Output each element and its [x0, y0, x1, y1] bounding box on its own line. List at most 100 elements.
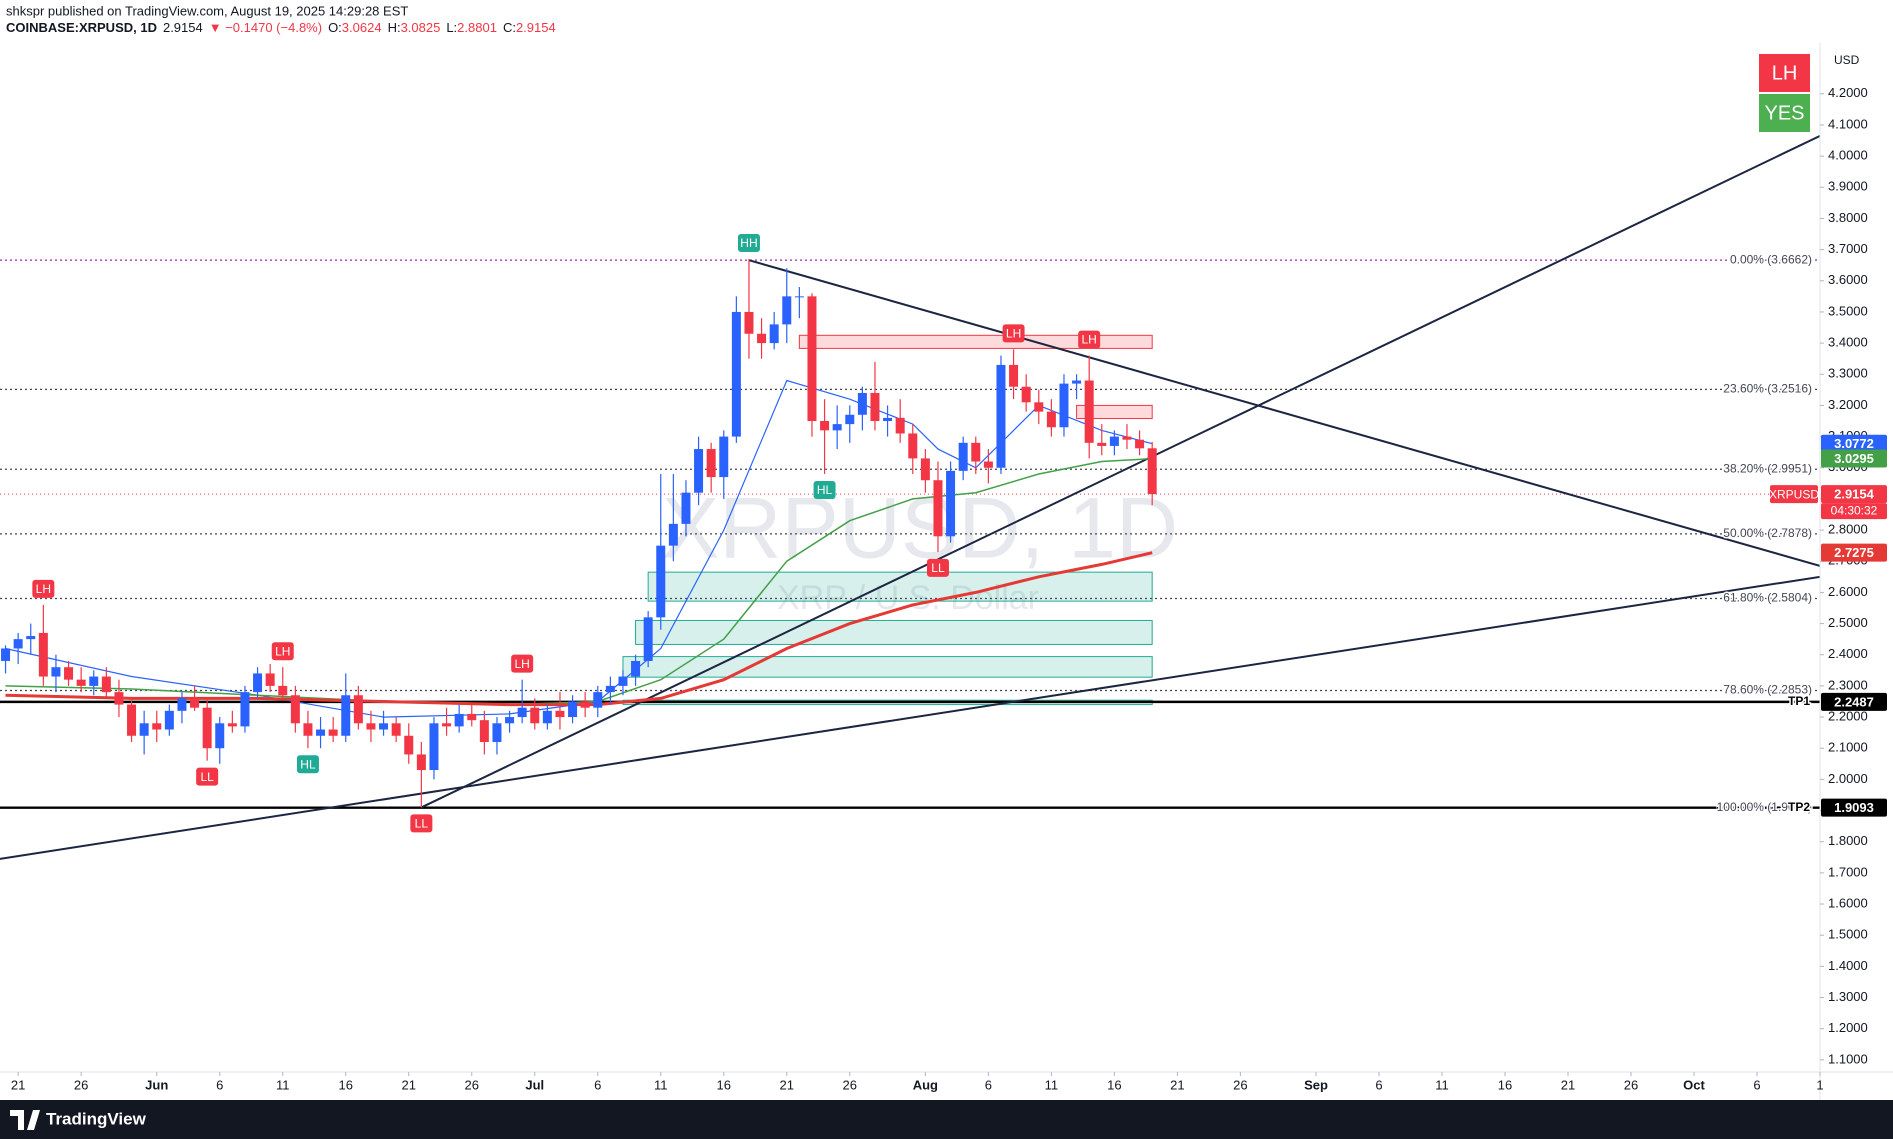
swing-marker [511, 654, 534, 673]
symbol-tag: XRPUSD [1769, 487, 1819, 501]
x-tick-label: 1 [1816, 1077, 1823, 1092]
y-tick-label: 2.1000 [1828, 740, 1868, 755]
trendline [0, 575, 1820, 860]
level-price-tag-bg [1821, 692, 1887, 711]
fib-label: 23.60% (3.2516) [1723, 382, 1812, 396]
y-tick-label: 2.6000 [1828, 584, 1868, 599]
trendline [420, 134, 1820, 809]
candle-body [681, 492, 691, 524]
x-tick-label: 26 [465, 1077, 479, 1092]
y-tick-label: 3.5000 [1828, 303, 1868, 318]
candle-body [303, 723, 313, 736]
ma-price-tag: 3.0772 [1834, 436, 1874, 451]
x-tick-label: 26 [843, 1077, 857, 1092]
candle-body [643, 617, 653, 661]
countdown: 04:30:32 [1831, 503, 1878, 517]
y-tick-label: 2.2000 [1828, 708, 1868, 723]
swing-marker-label: LL [415, 817, 429, 831]
ohlc-value: 2.9154 [516, 20, 556, 35]
y-tick-label: 4.1000 [1828, 116, 1868, 131]
swing-marker-label: LH [275, 644, 290, 658]
y-tick-label: 3.4000 [1828, 335, 1868, 350]
candle-body [883, 417, 893, 422]
x-tick-label: 11 [1045, 1077, 1059, 1092]
x-tick-label: 21 [402, 1077, 416, 1092]
candle-body [1109, 436, 1119, 446]
signal-box [1759, 94, 1810, 132]
candle-body [820, 421, 830, 431]
x-tick-label: 16 [339, 1077, 353, 1092]
swing-marker-label: HH [740, 236, 757, 250]
candle-body [517, 707, 527, 718]
y-tick-label: 3.3000 [1828, 366, 1868, 381]
x-tick-label: 11 [654, 1077, 668, 1092]
candle-body [253, 673, 263, 693]
candle-body [656, 545, 666, 618]
signal-label: YES [1764, 102, 1804, 124]
x-tick-label: 11 [276, 1077, 290, 1092]
candle-body [908, 433, 918, 459]
x-tick-label: 21 [11, 1077, 25, 1092]
candle-body [13, 639, 23, 649]
candle-body [467, 713, 477, 721]
x-tick-label: 16 [1498, 1077, 1512, 1092]
trendline [748, 259, 1820, 567]
brand-logo [10, 1110, 40, 1130]
candle-body [202, 707, 212, 749]
candle-body [38, 632, 48, 677]
candle-body [958, 442, 968, 471]
candle-body [1097, 442, 1107, 446]
candle-body [1046, 411, 1056, 428]
currency-label: USD [1834, 53, 1860, 67]
swing-marker [1078, 330, 1101, 349]
swing-marker-label: LH [1006, 327, 1021, 341]
swing-marker [1002, 324, 1025, 343]
signal-box [1759, 54, 1810, 92]
x-tick-label: Jul [525, 1077, 544, 1092]
x-tick-label: Oct [1683, 1077, 1705, 1092]
candle-body [76, 679, 86, 686]
candle-body [1135, 439, 1145, 449]
target-label: TP1 [1788, 694, 1810, 708]
brand-name: TradingView [46, 1109, 147, 1128]
candle-body [933, 480, 943, 537]
candle-body [26, 636, 36, 640]
candle-body [89, 676, 99, 686]
candle-body [857, 392, 867, 415]
candle-body [1009, 364, 1019, 387]
candle-body [920, 458, 930, 481]
x-tick-label: 16 [717, 1077, 731, 1092]
x-tick-label: 26 [74, 1077, 88, 1092]
candle-body [605, 685, 615, 693]
candle-body [555, 710, 565, 718]
x-tick-label: 16 [1107, 1077, 1121, 1092]
y-tick-label: 1.8000 [1828, 833, 1868, 848]
ma-price-tag: 3.0295 [1834, 451, 1874, 466]
candle-body [895, 417, 905, 434]
candle-body [492, 723, 502, 742]
x-tick-label: 6 [985, 1077, 992, 1092]
candle-body [64, 667, 74, 680]
ohlc-key: L: [446, 20, 457, 35]
change: ▼ −0.1470 (−4.8%) [209, 20, 322, 35]
swing-marker-label: LL [200, 770, 214, 784]
y-tick-label: 4.2000 [1828, 85, 1868, 100]
fib-label: 78.60% (2.2853) [1723, 683, 1812, 697]
y-tick-label: 1.5000 [1828, 927, 1868, 942]
candle-body [530, 707, 540, 724]
candle-body [353, 695, 363, 724]
level-price-tag: 1.9093 [1834, 800, 1874, 815]
candle-body [290, 695, 300, 724]
candle-body [316, 729, 326, 736]
y-tick-label: 1.1000 [1828, 1051, 1868, 1066]
ma-price-tag-bg [1821, 449, 1887, 468]
x-tick-label: 21 [780, 1077, 794, 1092]
last-price-tag: 2.9154 [1834, 487, 1875, 502]
candle-body [240, 692, 250, 727]
candle-body [416, 754, 426, 771]
swing-marker-label: LH [1082, 333, 1097, 347]
candle-body [1072, 380, 1082, 384]
candle-body [505, 717, 515, 724]
swing-marker [410, 814, 433, 833]
publisher-line: shkspr published on TradingView.com, Aug… [6, 3, 408, 18]
